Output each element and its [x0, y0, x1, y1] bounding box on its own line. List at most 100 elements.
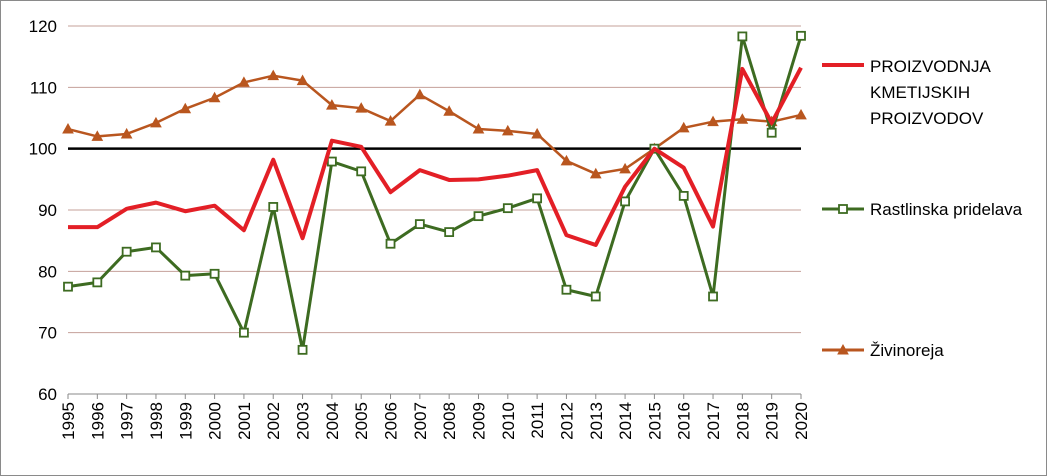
data-point-2-1999: [179, 102, 192, 114]
data-point-2-2003: [296, 74, 309, 86]
x-tick-label-2007: 2007: [411, 402, 430, 440]
legend: PROIZVODNJA KMETIJSKIH PROIZVODOV Rastlinsk…: [822, 57, 1023, 360]
data-point-1-2020: [796, 30, 806, 41]
x-tick-label-2015: 2015: [645, 402, 664, 440]
data-point-1-2014: [620, 196, 630, 207]
x-tick-label-2014: 2014: [616, 402, 635, 440]
x-tick-label-2010: 2010: [499, 402, 518, 440]
y-tick-label-80: 80: [38, 262, 57, 281]
x-tick-label-1996: 1996: [88, 402, 107, 440]
x-tick-label-2009: 2009: [469, 402, 488, 440]
y-tick-label-110: 110: [30, 78, 57, 97]
legend-item-0: PROIZVODNJA KMETIJSKIH PROIZVODOV: [822, 57, 992, 128]
data-point-2-2000: [208, 91, 221, 103]
x-tick-label-2008: 2008: [440, 402, 459, 440]
data-point-2-2001: [238, 76, 250, 87]
x-tick-label-1997: 1997: [118, 402, 137, 440]
x-tick-label-2011: 2011: [528, 402, 547, 439]
legend-item-2: Živinoreja: [822, 341, 944, 360]
x-axis-ticks: 1995 1996 1997 1998 1999 2000 2001 2002 2003 2004…: [59, 394, 811, 440]
legend-label-0-0: PROIZVODNJA: [870, 57, 992, 76]
data-point-2-1996: [91, 130, 104, 141]
x-tick-label-2019: 2019: [763, 402, 782, 440]
x-tick-label-2000: 2000: [206, 402, 225, 440]
series-line-0: [68, 66, 803, 247]
legend-label-1-0: Rastlinska pridelava: [870, 200, 1023, 219]
y-tick-label-120: 120: [29, 17, 57, 36]
legend-marker-1: [838, 204, 848, 214]
data-point-1-2008: [444, 227, 455, 237]
x-tick-label-2013: 2013: [587, 402, 606, 440]
data-point-2-2013: [589, 167, 602, 179]
x-tick-label-2005: 2005: [352, 402, 371, 440]
data-point-1-2013: [590, 291, 601, 302]
x-tick-label-1995: 1995: [59, 402, 78, 440]
data-point-2-2004: [326, 99, 338, 110]
x-tick-label-2001: 2001: [235, 402, 254, 440]
data-point-1-2011: [532, 193, 543, 204]
legend-label-0-1: KMETIJSKIH: [870, 83, 970, 102]
data-point-1-2012: [561, 284, 572, 295]
data-point-2-2006: [384, 115, 397, 126]
data-point-2-2016: [677, 121, 690, 133]
data-point-1-2019: [766, 127, 777, 138]
series-line-2: [67, 74, 802, 176]
y-tick-label-90: 90: [38, 201, 57, 220]
data-point-2-2020: [795, 108, 807, 120]
data-point-1-2017: [708, 291, 718, 302]
data-point-2-2005: [355, 102, 368, 113]
data-point-2-1998: [150, 116, 162, 128]
data-point-2-2009: [472, 123, 485, 134]
data-point-1-1997: [121, 246, 132, 257]
series-group: [62, 30, 807, 355]
x-tick-label-2018: 2018: [733, 402, 752, 440]
data-point-1-2001: [239, 327, 249, 338]
data-point-2-2018: [736, 113, 749, 124]
series-2: [62, 69, 807, 179]
data-point-1-2005: [356, 166, 367, 177]
x-tick-label-1999: 1999: [176, 402, 195, 440]
data-point-2-2011: [531, 127, 543, 139]
x-tick-label-1998: 1998: [147, 402, 166, 440]
x-tick-label-2016: 2016: [675, 402, 694, 440]
legend-label-0-2: PROIZVODOV: [870, 109, 984, 128]
series-0: [68, 66, 803, 247]
data-point-2-2007: [413, 88, 426, 100]
y-tick-label-60: 60: [38, 385, 57, 404]
data-point-1-2010: [502, 203, 513, 214]
data-point-1-2007: [414, 219, 425, 230]
data-point-1-1998: [151, 242, 161, 253]
data-point-1-2009: [473, 211, 484, 222]
series-line-1: [67, 34, 803, 352]
data-point-2-2008: [443, 105, 456, 116]
data-point-1-1995: [63, 281, 73, 292]
legend-label-2-0: Živinoreja: [870, 341, 944, 360]
y-axis-ticks: 60 70 80 90 100 110 120: [29, 17, 57, 404]
data-point-1-2002: [268, 202, 279, 212]
x-tick-label-2004: 2004: [323, 402, 342, 440]
x-tick-label-2006: 2006: [382, 402, 401, 440]
data-point-2-2010: [501, 124, 514, 136]
data-point-1-2004: [326, 156, 337, 167]
legend-marker-2: [837, 343, 849, 355]
data-point-1-2003: [297, 344, 308, 355]
data-point-2-1997: [120, 127, 133, 139]
legend-item-1: Rastlinska pridelava: [822, 200, 1023, 219]
data-point-2-2002: [267, 69, 280, 81]
data-point-1-1996: [92, 277, 103, 288]
x-tick-label-2002: 2002: [264, 402, 283, 440]
x-tick-label-2012: 2012: [557, 402, 576, 440]
data-point-1-2000: [209, 268, 220, 279]
data-point-2-1995: [62, 123, 74, 134]
data-point-2-2014: [619, 162, 631, 174]
data-point-1-2016: [678, 190, 689, 201]
data-point-2-2012: [560, 154, 573, 166]
x-tick-label-2020: 2020: [792, 402, 811, 440]
data-point-1-1999: [180, 270, 191, 281]
y-tick-label-70: 70: [38, 324, 57, 343]
data-point-1-2018: [737, 31, 748, 42]
y-tick-label-100: 100: [29, 140, 57, 159]
x-tick-label-2003: 2003: [294, 402, 313, 440]
